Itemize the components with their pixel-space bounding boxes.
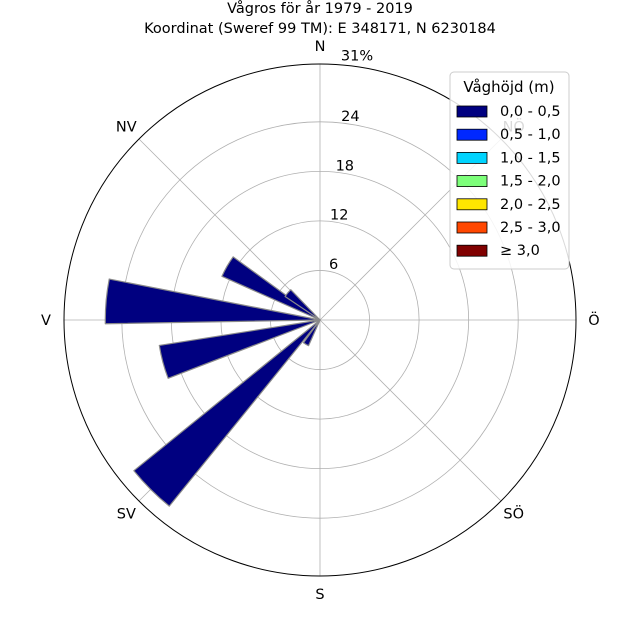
legend-label-1: 0,5 - 1,0 [500,127,561,143]
rose-bar-0-0 [221,256,321,321]
legend-swatch-0 [456,105,488,118]
legend-label-2: 1,0 - 1,5 [500,150,561,166]
direction-label-0: N [315,39,326,55]
rose-bar-0-5 [302,319,321,347]
legend-swatch-6 [456,244,488,257]
rose-bar-0-2 [104,278,321,325]
radial-tick-labels: 6 12 18 24 31% [329,49,373,273]
legend-title: Våghöjd (m) [463,78,554,96]
legend-items: 0,0 - 0,5 0,5 - 1,0 1,0 - 1,5 1,5 - 2,0 2,0 … [456,104,561,259]
legend-frame [449,71,570,270]
radial-tick-label-0: 6 [329,257,338,273]
legend-label-4: 2,0 - 2,5 [500,197,561,213]
chart-subtitle: Koordinat (Sweref 99 TM): E 348171, N 62… [144,21,496,37]
rose-bar-0-4 [133,319,321,507]
legend-swatch-3 [456,175,488,188]
polar-frame [63,63,577,577]
direction-label-1: NV [116,119,137,135]
rose-bars [104,256,321,507]
legend-swatch-2 [456,151,488,164]
legend-swatch-5 [456,221,488,234]
legend-swatch-1 [456,128,488,141]
radial-tick-label-3: 24 [341,109,359,125]
legend-label-3: 1,5 - 2,0 [500,174,561,190]
rose-bar-0-3 [158,319,321,379]
direction-label-4: S [315,587,324,603]
legend-label-5: 2,5 - 3,0 [500,220,561,236]
grid-spoke-3 [319,319,502,502]
legend: Våghöjd (m) 0,0 - 0,5 0,5 - 1,0 1,0 - 1,5 1… [449,71,570,270]
legend-label-6: ≥ 3,0 [500,243,540,259]
direction-label-2: V [41,313,51,329]
chart-title: Vågros för år 1979 - 2019 [227,0,413,17]
rose-bar-0-1 [284,289,321,321]
radial-tick-label-4: 31% [341,49,373,65]
direction-label-6: Ö [588,311,599,329]
radial-tick-label-2: 18 [336,158,354,174]
legend-label-0: 0,0 - 0,5 [500,104,561,120]
legend-swatch-4 [456,198,488,211]
direction-label-5: SÖ [503,505,524,523]
radial-tick-label-1: 12 [330,208,348,224]
direction-label-3: SV [117,507,136,523]
